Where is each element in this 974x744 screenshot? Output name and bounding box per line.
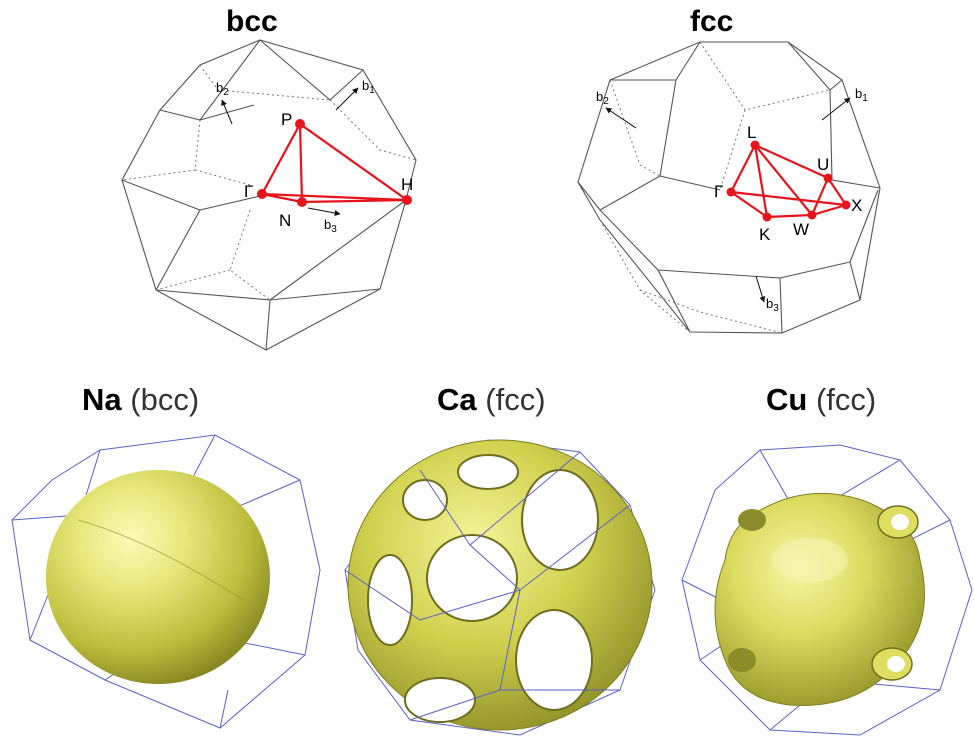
bcc-label-H: H <box>401 175 413 194</box>
na-fermi-surface <box>11 434 321 729</box>
bcc-point-Gamma <box>257 189 267 199</box>
fcc-point-Gamma <box>726 187 736 197</box>
fcc-point-X <box>841 200 851 210</box>
ca-hole-lower-left <box>404 677 476 723</box>
fcc-label-L: L <box>747 123 756 142</box>
bcc-brillouin-zone: P Γ N H b1 b2 b3 <box>121 39 417 351</box>
fcc-label-K: K <box>759 225 771 244</box>
na-sphere <box>46 470 270 684</box>
na-element: Na <box>82 382 122 417</box>
bcc-kpath <box>261 122 411 204</box>
fcc-label-Gamma: Γ <box>714 182 723 201</box>
cu-title: Cu (fcc) <box>766 382 876 418</box>
fcc-point-W <box>807 210 817 220</box>
bcc-b2-label: b2 <box>216 80 229 98</box>
bcc-b1-label: b1 <box>362 78 375 96</box>
ca-hole-upper-right <box>521 469 599 571</box>
ca-hole-lower-right <box>515 609 593 711</box>
bcc-title: bcc <box>226 5 278 38</box>
ca-lattice: (fcc) <box>485 382 546 417</box>
bcc-point-P <box>295 119 305 129</box>
ca-element: Ca <box>437 382 477 417</box>
fcc-label-X: X <box>851 196 862 215</box>
cu-element: Cu <box>766 382 808 417</box>
ca-hole-center <box>426 534 518 622</box>
na-lattice: (bcc) <box>130 382 200 417</box>
bcc-b3-label: b3 <box>324 217 337 235</box>
cu-neck-left <box>738 509 766 531</box>
ca-title: Ca (fcc) <box>437 382 546 418</box>
ca-fermi-surface <box>344 439 656 736</box>
cu-surface <box>714 492 925 706</box>
cu-fermi-surface <box>681 444 973 736</box>
na-title: Na (bcc) <box>82 382 199 418</box>
fcc-b2-label: b2 <box>596 89 609 107</box>
ca-hole-upper-left <box>402 479 448 521</box>
bcc-point-N <box>297 197 307 207</box>
cu-lattice: (fcc) <box>815 382 877 417</box>
fcc-point-L <box>750 140 760 150</box>
fcc-point-K <box>762 212 772 222</box>
bcc-label-Gamma: Γ <box>244 182 253 201</box>
fcc-point-U <box>823 173 833 183</box>
bcc-point-H <box>402 195 412 205</box>
fcc-label-W: W <box>793 220 809 239</box>
fcc-label-U: U <box>817 155 829 174</box>
fcc-b1-label: b1 <box>855 86 868 104</box>
ca-hole-top <box>457 454 519 490</box>
fcc-brillouin-zone: L U Γ X K W b1 b2 b3 <box>577 41 881 334</box>
fcc-b3-label: b3 <box>766 296 779 314</box>
bcc-label-P: P <box>281 110 292 129</box>
bcc-label-N: N <box>279 211 291 230</box>
fcc-title: fcc <box>690 5 734 38</box>
cu-neck-bottom-left <box>728 648 756 672</box>
